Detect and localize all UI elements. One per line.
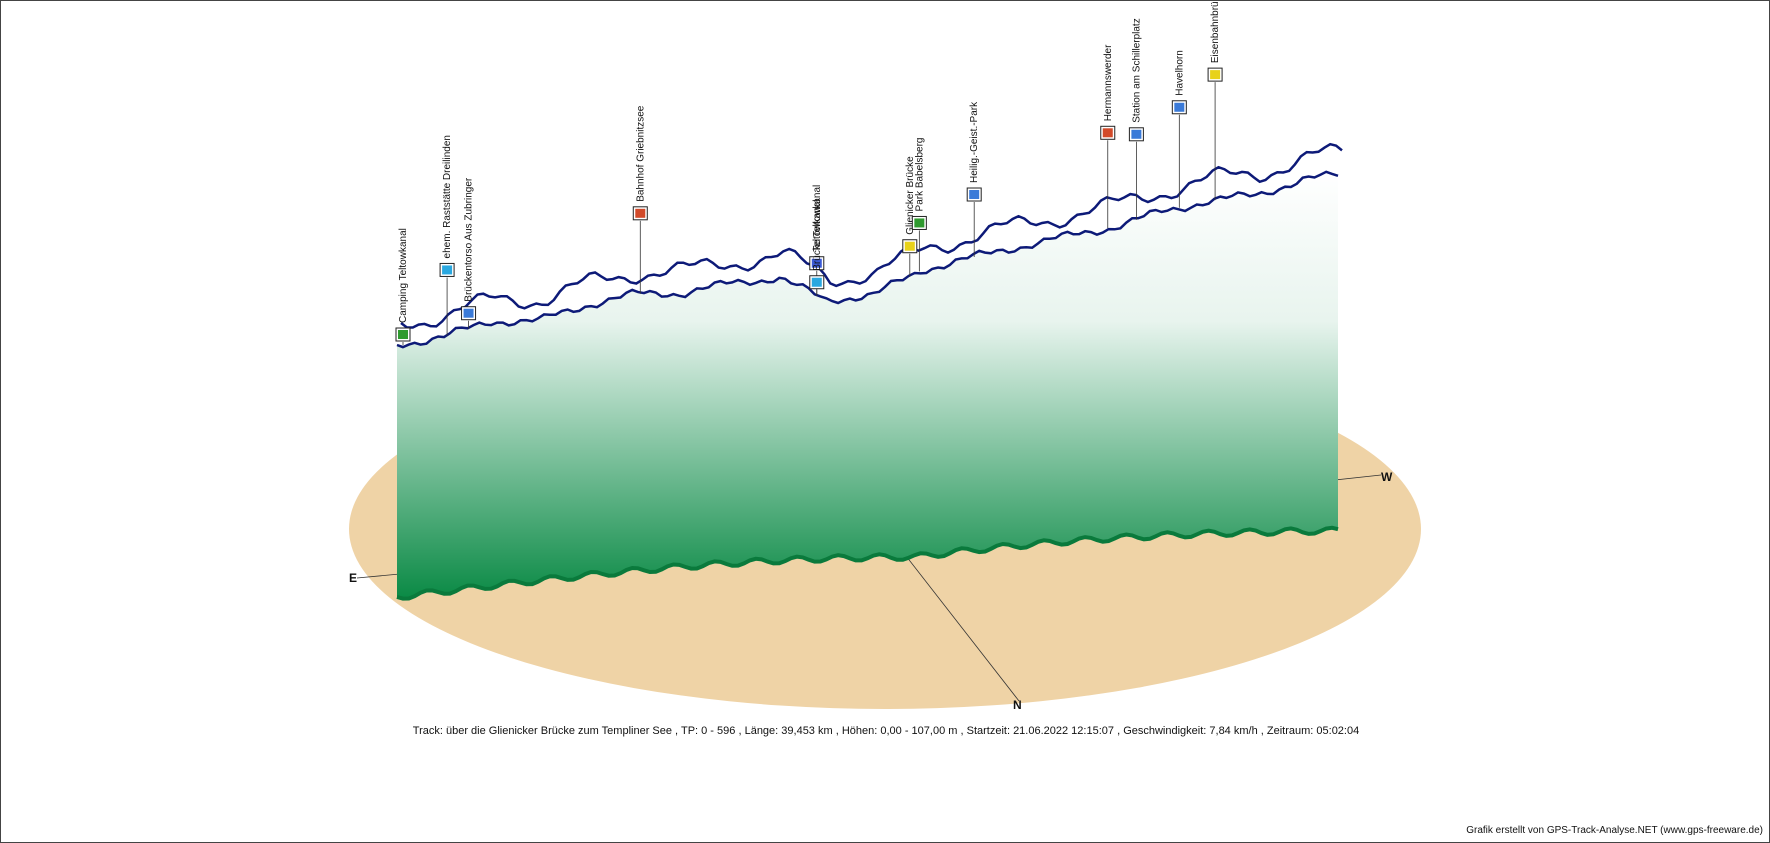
info-track: Track: über die Glienicker Brücke zum Te… <box>412 725 672 737</box>
waypoint-brücke-teltowkanal: Brücke Teltowkanal <box>809 185 825 296</box>
compass-west-label: W <box>1381 470 1393 484</box>
info-tp: TP: 0 - 596 <box>680 725 736 737</box>
track-info-line: Track: über die Glienicker Brücke zum Te… <box>1 725 1770 737</box>
photo-icon-fill <box>969 190 980 200</box>
info-start: Startzeit: 21.06.2022 12:15:07 <box>966 725 1114 737</box>
info-separator: , <box>675 725 679 737</box>
waypoint-markers: Camping Teltowkanal ehem. Raststätte Drei… <box>395 1 1223 345</box>
waypoint-label: Park Babelsberg <box>914 138 925 212</box>
waypoint-label: Brückentorso Aus Zubringer <box>464 177 475 302</box>
compass-east-label: E <box>349 571 357 585</box>
waypoint-camping-teltowkanal: Camping Teltowkanal <box>395 228 411 345</box>
credit-text: Grafik erstellt von GPS-Track-Analyse.NE… <box>1466 825 1763 836</box>
photo-icon-fill <box>463 308 474 318</box>
info-icon-fill <box>811 258 822 268</box>
waypoint-station-am-schillerplatz: Station am Schillerplatz <box>1128 18 1144 220</box>
info-heights: Höhen: 0,00 - 107,00 m <box>841 725 958 737</box>
info-duration: Zeitraum: 05:02:04 <box>1266 725 1360 737</box>
water-icon-fill <box>811 277 822 287</box>
info-separator: , <box>835 725 839 737</box>
waypoint-label: Glienicker Brücke <box>905 156 916 235</box>
waypoint-label: Hermannswerder <box>1103 44 1114 121</box>
waypoint-label: Station am Schillerplatz <box>1131 18 1142 123</box>
info-length: Länge: 39,453 km <box>744 725 833 737</box>
waypoint-brückentorso-aus-zubringer: Brückentorso Aus Zubringer <box>461 177 477 329</box>
info-separator: , <box>960 725 964 737</box>
waypoint-label: Teltowkanal <box>812 199 823 251</box>
info-separator: , <box>1260 725 1264 737</box>
waypoint-label: Bahnhof Griebnitzsee <box>635 105 646 202</box>
water-icon-fill <box>442 265 453 275</box>
track-line-front <box>396 170 1339 349</box>
info-separator: , <box>738 725 742 737</box>
photo-icon-fill <box>1174 102 1185 112</box>
waypoint-bahnhof-griebnitzsee: Bahnhof Griebnitzsee <box>632 105 648 294</box>
bridge-icon-fill <box>904 241 915 251</box>
waypoint-eisenbahnbrücke-templiner-see: Eisenbahnbrücke Templiner See <box>1207 1 1223 201</box>
tree-icon-fill <box>914 218 925 228</box>
info-speed: Geschwindigkeit: 7,84 km/h <box>1123 725 1258 737</box>
waypoint-havelhorn: Havelhorn <box>1171 50 1187 208</box>
waypoint-label: ehem. Raststätte Dreilinden <box>442 135 453 258</box>
waypoint-label: Havelhorn <box>1174 50 1185 96</box>
station-icon-fill <box>635 208 646 218</box>
compass-north-label: N <box>1013 698 1022 712</box>
photo-icon-fill <box>1131 129 1142 139</box>
waypoint-label: Camping Teltowkanal <box>398 228 409 323</box>
waypoint-park-babelsberg: Park Babelsberg <box>911 138 927 272</box>
waypoint-heilig-geist-park: Heilig.-Geist.-Park <box>966 101 982 258</box>
waypoint-label: Eisenbahnbrücke Templiner See <box>1210 1 1221 63</box>
waypoint-label: Heilig.-Geist.-Park <box>969 101 980 183</box>
waypoint-label: Brücke Teltowkanal <box>812 185 823 271</box>
waypoint-glienicker-brücke: Glienicker Brücke <box>902 156 918 277</box>
info-separator: , <box>1117 725 1121 737</box>
camping-icon-fill <box>398 330 408 339</box>
elevation-wall <box>397 171 1338 599</box>
waypoint-ehem-raststätte-dreilinden: ehem. Raststätte Dreilinden <box>439 135 455 336</box>
track-line-back <box>400 142 1343 329</box>
waypoint-hermannswerder: Hermannswerder <box>1100 44 1116 229</box>
bridge-icon-fill <box>1210 70 1221 80</box>
house-icon-fill <box>1102 128 1113 138</box>
elevation-wall-bottom-edge <box>396 525 1339 601</box>
